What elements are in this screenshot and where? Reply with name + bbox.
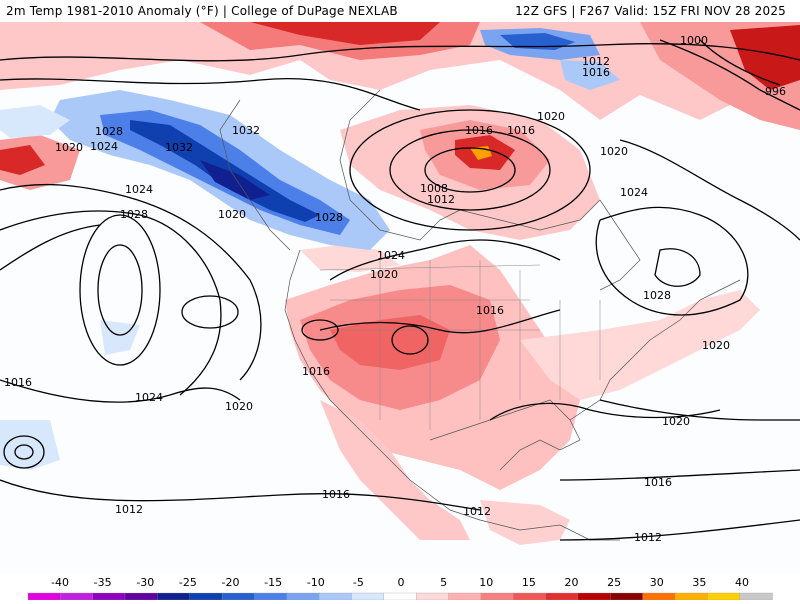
isobar-label: 1012 bbox=[634, 531, 662, 544]
legend-color-swatch bbox=[27, 592, 61, 601]
legend-color-swatch bbox=[254, 592, 288, 601]
isobar-label: 1024 bbox=[377, 249, 405, 262]
isobar-label: 1032 bbox=[232, 124, 260, 137]
isobar-label: 1020 bbox=[55, 141, 83, 154]
legend-color-swatch bbox=[480, 592, 514, 601]
isobar-label: 1012 bbox=[463, 505, 491, 518]
isobar-label: 1032 bbox=[165, 141, 193, 154]
cold-anomaly-shading bbox=[0, 28, 620, 470]
isobar-label: 1000 bbox=[680, 34, 708, 47]
isobar-label: 1020 bbox=[370, 268, 398, 281]
isobar-label: 1020 bbox=[537, 110, 565, 123]
legend-tick-label: -40 bbox=[51, 576, 69, 589]
color-scale-legend: -40 -35 -30 -25 -20 -15 -10 -5 0 5 10 15 20 25 30 35 40 bbox=[0, 573, 800, 601]
legend-color-swatch bbox=[642, 592, 676, 601]
legend-tick-label: -35 bbox=[94, 576, 112, 589]
legend-tick-label: 20 bbox=[565, 576, 579, 589]
legend-color-swatch bbox=[416, 592, 450, 601]
isobar-label: 996 bbox=[765, 85, 786, 98]
product-title: 2m Temp 1981-2010 Anomaly (°F) | College… bbox=[6, 4, 398, 18]
isobar-label: 1012 bbox=[582, 55, 610, 68]
isobar-label: 1024 bbox=[90, 140, 118, 153]
valid-time-label: 12Z GFS | F267 Valid: 15Z FRI NOV 28 202… bbox=[515, 4, 786, 18]
legend-tick-label: -10 bbox=[307, 576, 325, 589]
isobar-label: 1016 bbox=[582, 66, 610, 79]
isobar-label: 1020 bbox=[218, 208, 246, 221]
warm-anomaly-shading bbox=[0, 22, 800, 545]
legend-tick-label: 35 bbox=[692, 576, 706, 589]
legend-color-swatch bbox=[545, 592, 579, 601]
legend-color-swatch bbox=[157, 592, 191, 601]
legend-tick-label: -5 bbox=[353, 576, 364, 589]
legend-color-bar bbox=[27, 592, 773, 601]
isobar-label: 1024 bbox=[135, 391, 163, 404]
isobar-label: 1012 bbox=[427, 193, 455, 206]
isobar-label: 1028 bbox=[95, 125, 123, 138]
legend-tick-label: -20 bbox=[222, 576, 240, 589]
legend-color-swatch bbox=[577, 592, 611, 601]
legend-tick-label: 0 bbox=[398, 576, 405, 589]
legend-color-swatch bbox=[383, 592, 417, 601]
legend-color-swatch bbox=[92, 592, 126, 601]
legend-tick-labels: -40 -35 -30 -25 -20 -15 -10 -5 0 5 10 15 20 25 30 35 40 bbox=[51, 576, 749, 589]
legend-tick-label: -25 bbox=[179, 576, 197, 589]
legend-tick-label: -15 bbox=[264, 576, 282, 589]
isobar-labels: 1028 1024 1020 1032 1032 1024 1028 1020 … bbox=[4, 34, 786, 544]
legend-tick-label: 25 bbox=[607, 576, 621, 589]
state-borders bbox=[319, 260, 601, 430]
isobar-label: 1016 bbox=[644, 476, 672, 489]
legend-tick-label: -30 bbox=[136, 576, 154, 589]
legend-color-swatch bbox=[707, 592, 741, 601]
map-header: 2m Temp 1981-2010 Anomaly (°F) | College… bbox=[0, 0, 800, 22]
legend-color-swatch bbox=[60, 592, 94, 601]
legend-color-swatch bbox=[448, 592, 482, 601]
map-canvas: 1028 1024 1020 1032 1032 1024 1028 1020 … bbox=[0, 22, 800, 545]
isobars bbox=[0, 39, 800, 541]
legend-color-swatch bbox=[286, 592, 320, 601]
isobar-label: 1016 bbox=[302, 365, 330, 378]
legend-tick-label: 10 bbox=[479, 576, 493, 589]
legend-color-swatch bbox=[318, 592, 353, 601]
legend-tick-label: 5 bbox=[440, 576, 447, 589]
legend-canvas: -40 -35 -30 -25 -20 -15 -10 -5 0 5 10 15 20 25 30 35 40 bbox=[27, 576, 773, 601]
legend-color-swatch bbox=[513, 592, 547, 601]
legend-color-swatch bbox=[189, 592, 223, 601]
legend-color-swatch bbox=[221, 592, 256, 601]
legend-tick-label: 30 bbox=[650, 576, 664, 589]
isobar-label: 1016 bbox=[322, 488, 350, 501]
isobar-label: 1016 bbox=[4, 376, 32, 389]
isobar-label: 1028 bbox=[120, 208, 148, 221]
legend-tick-label: 40 bbox=[735, 576, 749, 589]
legend-color-swatch bbox=[124, 592, 158, 601]
isobar-label: 1028 bbox=[643, 289, 671, 302]
isobar-label: 1020 bbox=[225, 400, 253, 413]
isobar-label: 1024 bbox=[620, 186, 648, 199]
isobar-label: 1016 bbox=[507, 124, 535, 137]
isobar-label: 1008 bbox=[420, 182, 448, 195]
isobar-label: 1012 bbox=[115, 503, 143, 516]
legend-color-swatch bbox=[739, 592, 773, 601]
isobar-label: 1028 bbox=[315, 211, 343, 224]
isobar-label: 1016 bbox=[476, 304, 504, 317]
coastlines bbox=[219, 89, 741, 541]
weather-map[interactable]: 1028 1024 1020 1032 1032 1024 1028 1020 … bbox=[0, 22, 800, 573]
legend-color-swatch bbox=[610, 592, 644, 601]
isobar-label: 1020 bbox=[600, 145, 628, 158]
legend-color-swatch bbox=[674, 592, 708, 601]
isobar-label: 1024 bbox=[125, 183, 153, 196]
isobar-label: 1020 bbox=[702, 339, 730, 352]
legend-tick-label: 15 bbox=[522, 576, 536, 589]
legend-color-swatch bbox=[351, 592, 385, 601]
isobar-label: 1020 bbox=[662, 415, 690, 428]
isobar-label: 1016 bbox=[465, 124, 493, 137]
